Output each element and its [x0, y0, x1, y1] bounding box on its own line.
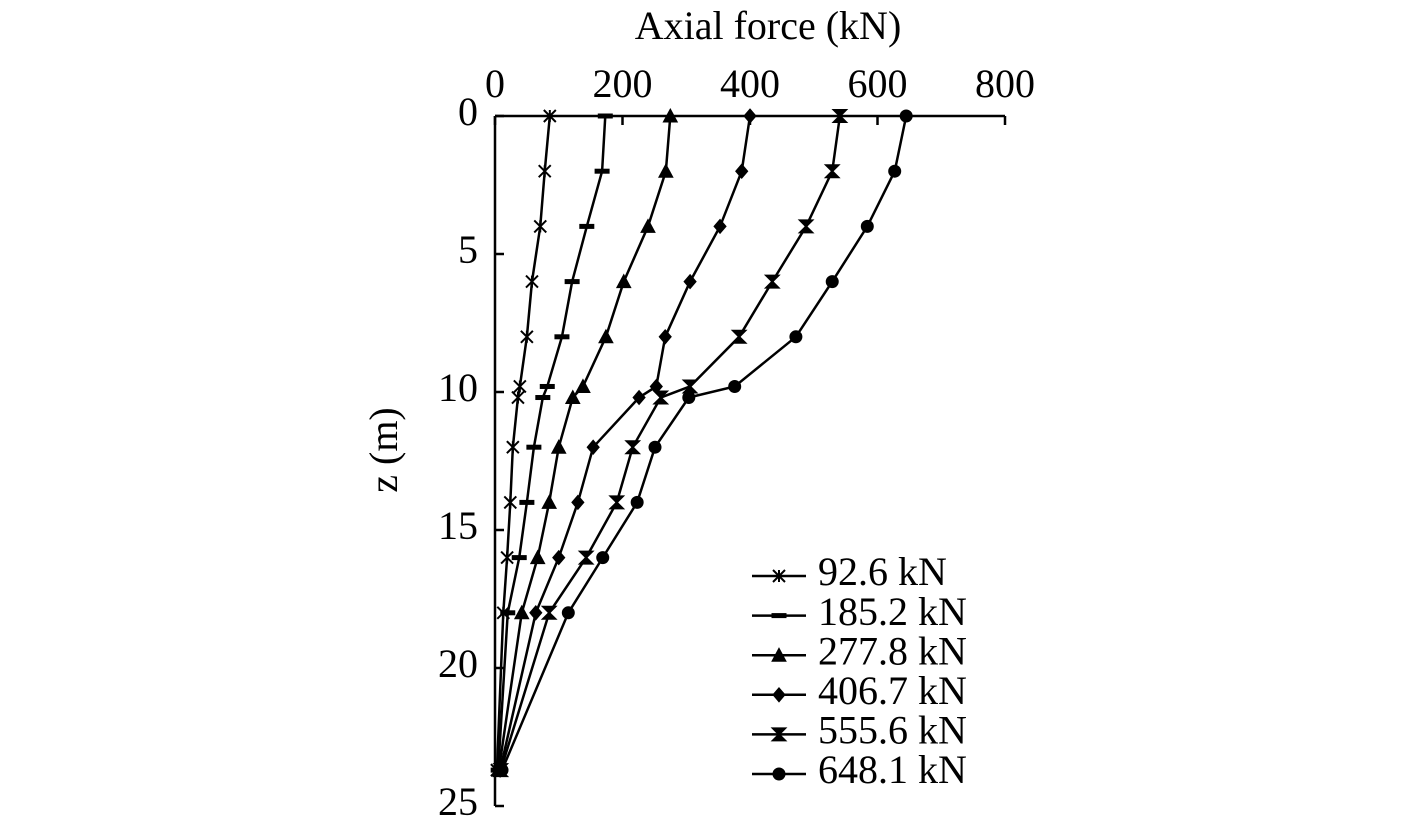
marker	[730, 329, 748, 344]
marker	[763, 274, 781, 289]
marker	[594, 168, 610, 174]
x-tick-label: 400	[720, 61, 780, 106]
marker	[503, 495, 518, 510]
marker	[529, 549, 546, 565]
x-axis-title: Axial force (kN)	[635, 3, 902, 48]
marker	[543, 109, 557, 123]
legend-label: 555.6 kN	[818, 708, 967, 753]
marker	[825, 275, 839, 289]
series-line	[496, 115, 607, 771]
marker	[552, 549, 566, 566]
legend-marker	[771, 613, 787, 619]
marker	[797, 219, 815, 234]
marker	[682, 391, 696, 405]
marker	[561, 606, 575, 620]
marker	[789, 330, 803, 344]
marker	[506, 440, 520, 454]
marker	[597, 113, 613, 119]
marker	[899, 109, 913, 123]
y-axis-title: z (m)	[361, 407, 406, 493]
marker	[575, 378, 591, 393]
marker	[541, 494, 558, 509]
marker	[513, 379, 527, 394]
marker	[888, 164, 902, 178]
legend-label: 185.2 kN	[818, 589, 967, 634]
legend-marker	[772, 569, 786, 583]
x-tick-label: 0	[485, 61, 505, 106]
marker	[550, 439, 567, 454]
legend-marker	[771, 647, 787, 662]
marker	[652, 390, 670, 405]
marker	[577, 550, 595, 565]
marker	[658, 329, 672, 345]
marker	[743, 108, 757, 124]
marker	[831, 109, 849, 123]
marker	[511, 390, 525, 405]
marker	[535, 395, 551, 401]
marker	[564, 389, 581, 405]
marker	[735, 163, 749, 179]
legend-marker	[770, 727, 788, 742]
y-tick-label: 15	[438, 503, 478, 548]
marker	[539, 383, 555, 389]
marker	[513, 604, 530, 620]
marker	[519, 499, 535, 505]
y-tick-label: 20	[438, 641, 478, 686]
x-tick-label: 800	[975, 61, 1035, 106]
marker	[538, 164, 552, 178]
marker	[520, 330, 534, 344]
marker	[683, 273, 697, 290]
marker	[860, 219, 874, 233]
marker	[640, 218, 656, 233]
marker	[630, 495, 644, 509]
marker	[728, 379, 742, 393]
x-tick-label: 200	[593, 61, 653, 106]
y-tick-label: 5	[458, 227, 478, 272]
marker	[526, 444, 542, 450]
marker	[571, 494, 585, 511]
marker	[554, 334, 570, 340]
marker	[596, 551, 610, 565]
series-line	[497, 115, 672, 771]
marker	[564, 279, 580, 285]
marker	[662, 107, 679, 123]
marker	[681, 379, 699, 394]
x-tick-label: 600	[848, 61, 908, 106]
marker	[525, 274, 539, 289]
marker	[823, 164, 841, 179]
marker	[540, 605, 558, 620]
marker	[624, 440, 642, 455]
marker	[511, 555, 527, 561]
series-line	[499, 115, 842, 771]
marker	[598, 328, 614, 344]
legend-label: 92.6 kN	[818, 549, 947, 594]
marker	[500, 550, 514, 565]
marker	[713, 218, 727, 235]
y-tick-label: 0	[458, 89, 478, 134]
marker	[579, 223, 595, 229]
legend-label: 406.7 kN	[818, 668, 967, 713]
legend-label: 648.1 kN	[818, 747, 967, 792]
marker	[608, 495, 626, 510]
marker	[658, 163, 674, 178]
y-tick-label: 10	[438, 365, 478, 410]
marker	[632, 389, 646, 406]
marker	[615, 273, 632, 289]
series-line	[500, 115, 908, 771]
marker	[586, 439, 600, 455]
marker	[533, 219, 547, 234]
legend-marker	[772, 687, 786, 703]
legend-label: 277.8 kN	[818, 628, 967, 673]
marker	[529, 605, 543, 621]
series-line	[498, 115, 752, 771]
legend-marker	[772, 767, 786, 781]
marker	[648, 440, 662, 454]
y-tick-label: 25	[438, 779, 478, 824]
marker	[500, 610, 516, 616]
marker	[495, 763, 509, 777]
